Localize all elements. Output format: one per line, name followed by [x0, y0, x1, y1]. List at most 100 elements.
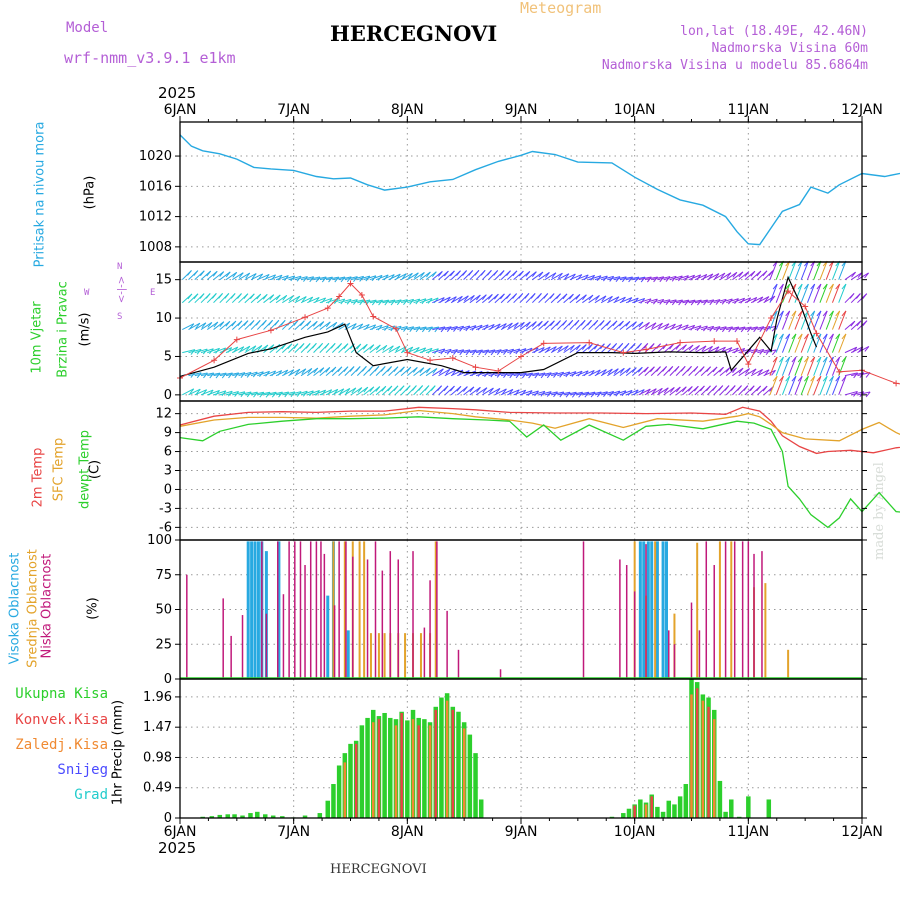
wind-barb-flag	[401, 273, 407, 280]
wind-barb-flag	[478, 349, 483, 356]
wind-barb-flag	[390, 299, 396, 306]
wind-barb	[213, 347, 226, 354]
wind-barb-flag	[693, 385, 699, 392]
wind-barb	[500, 388, 514, 396]
wind-barb-flag	[524, 293, 530, 299]
wind-barb	[263, 370, 276, 377]
wind-barb-flag	[369, 344, 375, 350]
wind-barb-flag	[696, 299, 702, 306]
wind-barb	[625, 321, 637, 330]
wind-barb-flag	[791, 333, 797, 340]
wind-barb	[613, 367, 625, 377]
wind-barb	[282, 295, 294, 304]
wind-barb	[806, 260, 816, 280]
wind-barb-flag	[475, 294, 481, 301]
gust-marker	[336, 293, 343, 300]
wind-barb	[413, 326, 427, 331]
wind-barb	[781, 283, 791, 303]
wind-barb-flag	[369, 386, 375, 393]
wind-barb-flag	[237, 293, 242, 299]
wind-barb	[838, 260, 847, 280]
wind-barb	[725, 367, 737, 377]
wind-barb	[469, 294, 481, 304]
wind-barb-flag	[363, 386, 369, 393]
wind-barb-flag	[261, 319, 267, 326]
wind-barb	[588, 369, 601, 377]
wind-barb	[563, 391, 577, 396]
wind-barb	[500, 348, 514, 354]
wind-barb	[194, 348, 208, 354]
y-tick-label: 1020	[139, 149, 172, 164]
wind-barb	[688, 299, 702, 304]
wind-barb	[544, 372, 558, 377]
wind-barb-flag	[680, 366, 686, 372]
wind-barb	[619, 367, 631, 377]
x-tick-label-bottom: 9JAN	[505, 824, 538, 840]
wind-barb	[669, 386, 681, 396]
wind-barb-flag	[608, 296, 613, 302]
wind-barb	[794, 333, 803, 353]
y-tick-label: 100	[147, 533, 172, 548]
wind-barb	[588, 391, 602, 396]
wind-barb	[332, 276, 346, 281]
wind-barb-flag	[562, 293, 568, 300]
wind-barb	[275, 275, 289, 281]
wind-barb-flag	[225, 321, 231, 327]
wind-barb	[719, 298, 733, 304]
wind-barb-flag	[785, 283, 791, 290]
wind-barb	[781, 356, 791, 376]
wind-barb-flag	[779, 333, 784, 340]
wind-barb-flag	[862, 320, 868, 327]
wind-barb	[375, 274, 389, 281]
wind-barb-flag	[835, 310, 841, 317]
wind-barb-flag	[747, 326, 752, 333]
wind-barb-flag	[484, 349, 490, 356]
wind-barb	[806, 283, 816, 303]
wind-barb-flag	[756, 385, 762, 392]
wind-barb-flag	[762, 385, 768, 392]
wind-barb-flag	[829, 283, 834, 290]
wind-barb	[813, 283, 822, 303]
wind-barb-flag	[675, 386, 681, 393]
wind-barb	[325, 388, 339, 396]
wind-barb	[182, 388, 195, 396]
wind-barb	[457, 325, 470, 331]
wind-barb	[719, 272, 732, 281]
wind-barb	[200, 372, 214, 377]
wind-barb	[419, 271, 431, 281]
wind-barb	[732, 347, 745, 354]
wind-barb-flag	[810, 310, 816, 317]
wind-barb	[850, 272, 863, 281]
wind-barb	[781, 333, 791, 353]
wind-barb-flag	[427, 347, 433, 354]
wind-barb-flag	[331, 366, 337, 373]
wind-barb-flag	[581, 344, 587, 350]
wind-barb-flag	[841, 333, 847, 340]
wind-barb	[494, 388, 507, 396]
gust-marker	[518, 353, 524, 360]
precip-total-bar	[331, 784, 336, 818]
wind-barb	[831, 376, 841, 396]
wind-barb-flag	[612, 320, 618, 327]
wind-barb	[625, 389, 639, 396]
wind-barb	[507, 389, 520, 396]
precip-total-bar	[717, 780, 723, 818]
wind-barb	[538, 372, 552, 377]
wind-barb-flag	[480, 270, 486, 276]
wind-barb	[557, 345, 569, 354]
wind-barb	[732, 326, 746, 331]
wind-barb-flag	[656, 366, 661, 372]
wind-barb	[757, 325, 771, 331]
wind-barb	[551, 391, 564, 396]
wind-barb-flag	[375, 344, 381, 351]
wind-barb-flag	[339, 388, 345, 395]
wind-barb	[831, 283, 841, 303]
wind-barb-flag	[816, 375, 822, 382]
wind-barb	[188, 388, 201, 396]
wind-barb	[375, 325, 389, 331]
y-tick-label: 12	[155, 407, 172, 422]
precip-total-bar	[677, 796, 683, 818]
year-label-top: 2025	[158, 84, 196, 102]
wind-barb	[269, 370, 282, 377]
wind-barb	[694, 345, 707, 354]
